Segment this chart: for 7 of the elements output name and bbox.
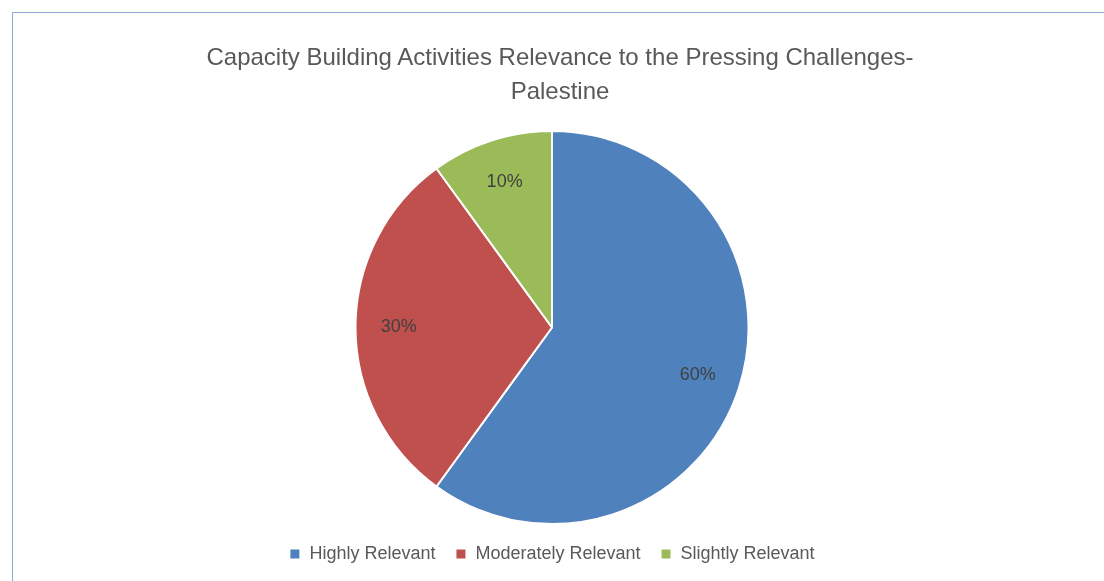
data-label: 30% [380,316,417,337]
chart-title: Capacity Building Activities Relevance to the Pressing Challenges-Palestine [205,42,915,106]
legend-label: Highly Relevant [309,542,436,563]
legend-label: Slightly Relevant [680,542,815,563]
legend-label: Moderately Relevant [475,542,641,563]
data-label: 60% [679,363,716,384]
data-label: 10% [486,170,523,191]
